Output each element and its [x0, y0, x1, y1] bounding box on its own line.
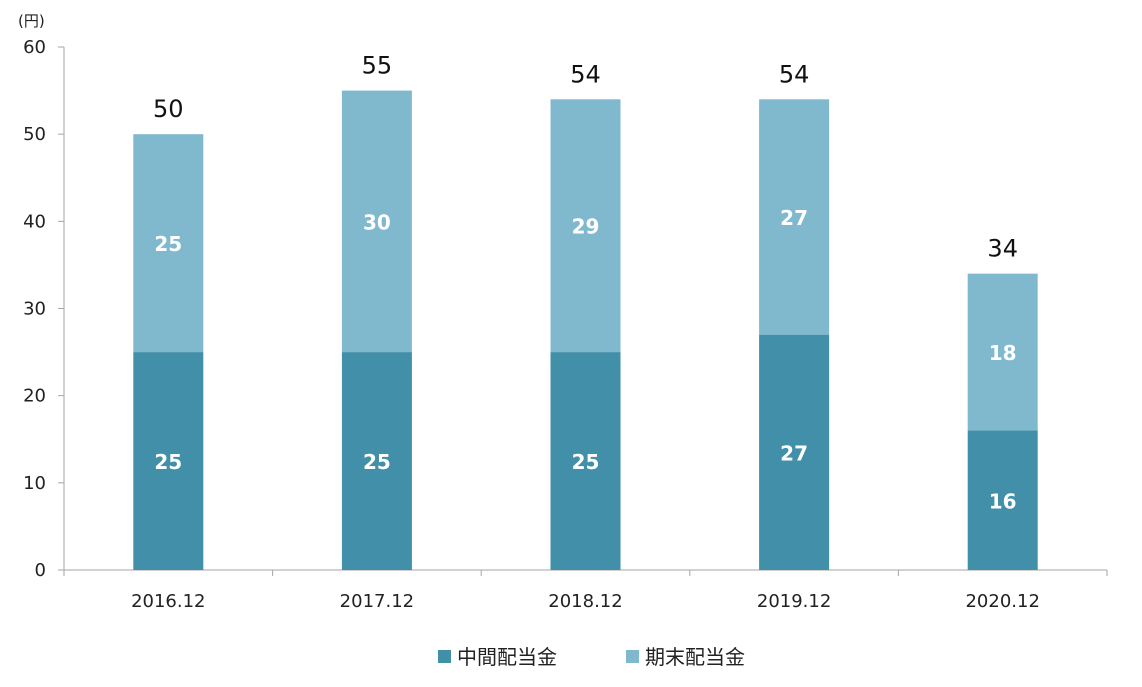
- bar-segment-label: 27: [780, 206, 808, 230]
- bar-series: 25 25 50 25 30 55 25 29 54 27 27 54 16 18 34: [133, 52, 1038, 570]
- y-axis-unit-label: (円): [18, 12, 45, 30]
- y-tick-label: 40: [23, 211, 46, 232]
- bar-total-label: 54: [779, 60, 810, 88]
- bar-segment: [550, 352, 621, 570]
- bar-segment-label: 25: [154, 232, 182, 256]
- y-tick-label: 60: [23, 37, 46, 58]
- bar-total-label: 34: [987, 235, 1018, 263]
- x-axis: 2016.12 2017.12 2018.12 2019.12 2020.12: [63, 569, 1108, 612]
- x-tick-label: 2019.12: [757, 591, 831, 612]
- legend-swatch: [626, 650, 639, 663]
- x-tick-label: 2018.12: [548, 591, 622, 612]
- x-tick-label: 2016.12: [131, 591, 205, 612]
- bar-segment: [967, 273, 1038, 431]
- bar-segment-label: 16: [989, 489, 1017, 513]
- bar-segment: [133, 134, 204, 353]
- y-tick-label: 10: [23, 473, 46, 494]
- bar-segment: [341, 90, 412, 353]
- bar-segment: [967, 430, 1038, 570]
- y-tick-label: 50: [23, 124, 46, 145]
- bar-segment-label: 27: [780, 441, 808, 465]
- bar-segment-label: 18: [989, 341, 1017, 365]
- bar-segment-label: 25: [572, 450, 600, 474]
- bar-total-label: 54: [570, 60, 601, 88]
- legend-swatch: [438, 650, 451, 663]
- x-tick-label: 2017.12: [340, 591, 414, 612]
- legend-label: 中間配当金: [457, 645, 557, 669]
- bar-segment-label: 25: [154, 450, 182, 474]
- bar-segment: [341, 352, 412, 570]
- bar-segment: [550, 99, 621, 353]
- bar-segment-label: 25: [363, 450, 391, 474]
- bar-total-label: 55: [362, 52, 393, 80]
- y-tick-label: 20: [23, 386, 46, 407]
- legend-label: 期末配当金: [645, 645, 745, 669]
- y-axis: 0 10 20 30 40 50 60: [23, 37, 65, 581]
- x-tick-label: 2020.12: [965, 591, 1039, 612]
- bar-segment-label: 29: [572, 215, 600, 239]
- y-tick-label: 0: [35, 560, 46, 581]
- bar-segment: [759, 334, 830, 570]
- bar-segment: [759, 99, 830, 335]
- legend: 中間配当金 期末配当金: [438, 645, 745, 669]
- y-tick-label: 30: [23, 299, 46, 320]
- bar-segment-label: 30: [363, 210, 391, 234]
- bar-total-label: 50: [153, 95, 184, 123]
- bar-segment: [133, 352, 204, 570]
